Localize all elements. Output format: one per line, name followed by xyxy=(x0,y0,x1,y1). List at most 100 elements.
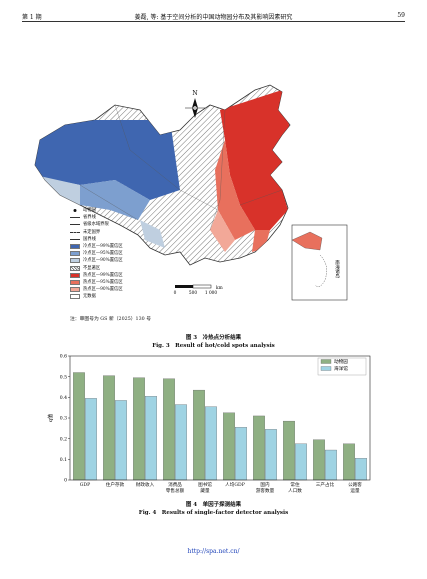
x-tick-label: 国内 游客数量 xyxy=(255,483,275,494)
x-tick-label: GDP xyxy=(79,483,91,488)
bar-zoo xyxy=(343,443,355,481)
legend-swatch xyxy=(70,272,80,278)
bar-zoo xyxy=(103,375,115,481)
legend-item: 冷点区—99%置信区 xyxy=(70,243,150,250)
bar-aquarium xyxy=(205,406,217,481)
issue-number: 第 1 期 xyxy=(22,14,42,21)
legend-item: 未定国界 xyxy=(70,229,150,236)
x-tick-label: 公路客 运量 xyxy=(348,483,362,494)
bar-aquarium xyxy=(355,458,367,481)
y-tick-label: 0.6 xyxy=(60,354,67,360)
legend-label: 国界线 xyxy=(83,236,96,242)
hot-region-95 xyxy=(215,140,255,240)
bar-zoo xyxy=(193,389,205,481)
legend-swatch xyxy=(70,258,80,264)
x-tick-label: 三产占比 xyxy=(315,483,335,488)
x-tick-label: 图书馆 藏量 xyxy=(198,483,212,494)
y-tick-label: 0.2 xyxy=(60,436,67,442)
legend-item: 国界线 xyxy=(70,236,150,243)
hot-region-90 xyxy=(210,210,235,252)
journal-url-link[interactable]: http://spa.net.cn/ xyxy=(187,548,240,555)
north-arrow-icon: N xyxy=(185,90,205,118)
legend-label: 动物园 xyxy=(334,358,348,365)
y-axis-label: q值 xyxy=(47,414,54,422)
inset-map: 南海诸岛 xyxy=(291,224,348,301)
y-tick-label: 0.1 xyxy=(60,457,67,463)
bar-aquarium xyxy=(235,427,247,481)
legend-swatch xyxy=(320,366,332,371)
fig4-caption-cn: 图 4 单因子探测结果 xyxy=(185,502,242,508)
legend-swatch xyxy=(70,251,80,257)
bar-aquarium xyxy=(115,400,127,481)
fig3-caption-cn: 图 3 冷热点分析结果 xyxy=(185,335,242,341)
bar-zoo xyxy=(313,439,325,481)
north-label: N xyxy=(192,90,197,97)
legend-swatch xyxy=(320,359,332,364)
page-number: 59 xyxy=(397,12,405,19)
legend-label: 省界线 xyxy=(83,215,96,221)
bar-zoo xyxy=(253,415,265,481)
legend-swatch xyxy=(70,294,80,300)
x-tick-label: 财政收入 xyxy=(135,483,155,488)
legend-label: 热点区—99%置信区 xyxy=(83,272,123,278)
legend-label: 冷点区—90%置信区 xyxy=(83,258,123,264)
bar-zoo xyxy=(133,377,145,481)
china-outline xyxy=(34,84,291,266)
legend-swatch xyxy=(70,244,80,250)
legend-label: 省级水域界限 xyxy=(83,222,109,228)
legend-item: 省界线 xyxy=(70,214,150,221)
legend-item: 热点区—99%置信区 xyxy=(70,272,150,279)
x-tick-label: 常住 人口数 xyxy=(288,483,302,494)
y-tick-label: 0.3 xyxy=(60,416,67,422)
legend-label: 不显著区 xyxy=(83,265,101,271)
y-tick-label: 0.4 xyxy=(60,395,67,401)
legend-item: 不显著区 xyxy=(70,265,150,272)
bar-aquarium xyxy=(265,429,277,481)
bar-zoo xyxy=(163,378,175,481)
legend-label: 动物园 xyxy=(83,208,96,213)
x-tick-label: 住户存款 xyxy=(105,483,125,488)
y-axis: 0 0.1 0.2 0.3 0.4 0.5 0.6 xyxy=(60,354,70,484)
bar-aquarium xyxy=(325,449,337,481)
map-legend: 动物园省界线 省级水域界限 未定国界 国界线 冷点区—99%置信区 冷点区—95%置信区冷… xyxy=(70,207,150,300)
legend-swatch xyxy=(70,279,80,285)
legend-label: 未定国界 xyxy=(83,229,101,235)
x-tick-label: 消费品 零售总额 xyxy=(165,483,185,494)
legend-swatch xyxy=(70,287,80,293)
legend-label: 冷点区—95%置信区 xyxy=(83,251,123,257)
scalebar: 0 500 1 000 km xyxy=(174,284,223,296)
bar-zoo xyxy=(283,420,295,481)
legend-label: 海洋馆 xyxy=(334,365,348,372)
hot-region-south xyxy=(252,230,270,252)
legend-item: 动物园 xyxy=(70,207,150,214)
legend-label: 无数据 xyxy=(83,294,96,300)
legend-item: 热点区—90%置信区 xyxy=(70,286,150,293)
bar-aquarium xyxy=(85,398,97,481)
running-header: 第 1 期 姜磊, 等: 基于空间分析的中国动物园分布及其影响因素研究 59 xyxy=(0,8,427,28)
scale-tick-1000: 1 000 xyxy=(205,291,218,296)
scale-unit: km xyxy=(216,286,223,291)
hot-region-99 xyxy=(220,90,290,230)
fig4-caption-en: Fig. 4 Results of single-factor detector… xyxy=(138,510,289,516)
scale-tick-0: 0 xyxy=(174,291,177,296)
bar-zoo xyxy=(223,412,235,481)
legend-item: 冷点区—90%置信区 xyxy=(70,257,150,264)
fig3-caption-en: Fig. 3 Result of hot/cold spots analysis xyxy=(152,343,275,349)
line-icon xyxy=(70,238,80,240)
hot-cold-spot-map: N 南海诸岛 0 500 1 000 km xyxy=(34,84,348,301)
y-tick-label: 0.5 xyxy=(60,374,67,380)
inset-label: 南海诸岛 xyxy=(335,259,340,280)
scale-tick-500: 500 xyxy=(189,291,197,296)
bar-aquarium xyxy=(175,404,187,481)
legend-label: 热点区—90%置信区 xyxy=(83,287,123,293)
bar-aquarium xyxy=(145,396,157,481)
map-approval-note: 注：审图号为 GS 新（2025）130 号 xyxy=(70,317,152,322)
header-rule xyxy=(22,21,405,22)
legend-item: 冷点区—95%置信区 xyxy=(70,250,150,257)
legend-item: 热点区—95%置信区 xyxy=(70,279,150,286)
hatch-icon xyxy=(70,265,80,271)
x-tick-label: 人均GDP xyxy=(225,483,245,488)
dot-icon xyxy=(70,208,80,213)
legend-label: 冷点区—99%置信区 xyxy=(83,243,123,249)
